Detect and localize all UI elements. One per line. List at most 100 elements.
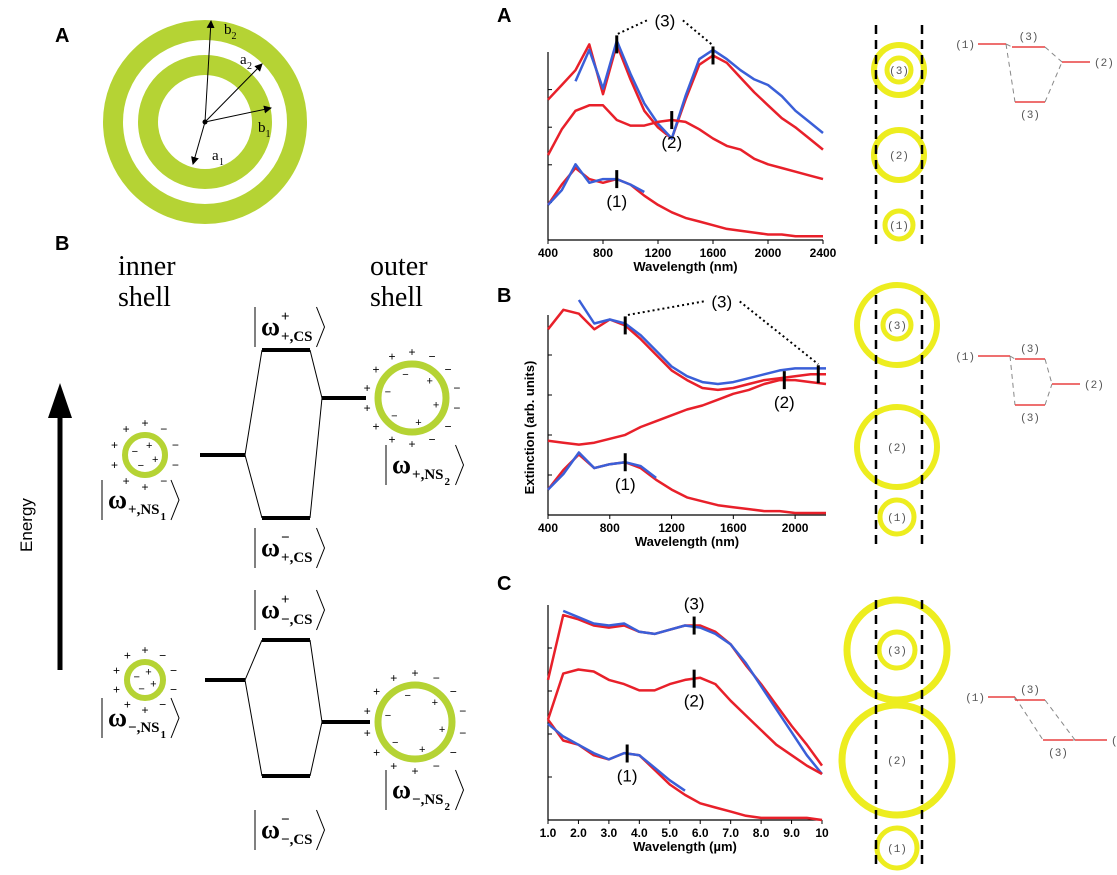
x-axis-label: Wavelength (nm): [635, 534, 739, 549]
x-tick-label: 2.0: [570, 826, 587, 840]
ket-symbol: ω: [261, 815, 280, 844]
vector-label: a: [212, 148, 219, 164]
ket-subscript: +,NS: [412, 467, 443, 483]
charge: +: [152, 454, 158, 466]
charge: +: [364, 381, 371, 395]
level-label: (2): [1111, 736, 1117, 748]
x-tick-label: 5.0: [661, 826, 678, 840]
panel-label: C: [497, 573, 511, 595]
charge: +: [373, 746, 380, 760]
level-label: (3): [1020, 685, 1040, 697]
peak-leader: [617, 20, 647, 34]
charge: −: [428, 432, 435, 446]
ket-subsubscript: 2: [445, 476, 451, 488]
ring-label: (2): [889, 151, 909, 163]
ket: ω− +,CS: [255, 528, 325, 568]
x-axis-label: Wavelength (µm): [633, 839, 737, 854]
charge: +: [426, 375, 432, 387]
charge: +: [123, 422, 130, 436]
charge: −: [160, 422, 167, 436]
charge: +: [389, 350, 396, 364]
x-axis-label: Wavelength (nm): [633, 259, 737, 274]
ket-subscript: +,CS: [281, 550, 312, 566]
x-tick-label: 400: [538, 521, 558, 535]
spectrum-line: [548, 720, 822, 820]
ket-symbol: ω: [108, 703, 127, 732]
x-tick-label: 400: [538, 246, 558, 260]
charge: −: [428, 350, 435, 364]
y-axis-label: Extinction (arb. units): [522, 361, 537, 495]
charge: −: [133, 672, 139, 684]
level-connector: [1006, 44, 1015, 102]
vector-subscript: 1: [266, 129, 271, 140]
charge: −: [159, 649, 166, 663]
charge: +: [389, 432, 396, 446]
charge: +: [141, 703, 148, 717]
charge: −: [391, 411, 397, 423]
spectrum-line: [579, 300, 826, 384]
charge: −: [459, 704, 466, 718]
ket-symbol: ω: [392, 775, 411, 804]
charge: −: [132, 446, 138, 458]
charge: +: [364, 401, 371, 415]
x-tick-label: 8.0: [753, 826, 770, 840]
level-label: (3): [1019, 32, 1039, 44]
ring-label: (1): [889, 221, 909, 233]
ket-subscript: −,NS: [412, 792, 443, 808]
ket-superscript: −: [281, 812, 290, 828]
connector: [245, 350, 262, 518]
figure: A B Energy inner shell outer shell a1b1a…: [0, 0, 1117, 875]
charge: +: [150, 678, 156, 690]
charge: +: [124, 649, 131, 663]
x-tick-label: 4.0: [631, 826, 648, 840]
charge: −: [450, 746, 457, 760]
level-connector: [1045, 359, 1052, 384]
spectrum-line: [576, 41, 824, 139]
charge: −: [433, 671, 440, 685]
x-tick-label: 1200: [645, 246, 672, 260]
charge: +: [113, 682, 120, 696]
inner-shell-label: inner: [118, 251, 176, 282]
x-tick-label: 9.0: [783, 826, 800, 840]
charge: +: [364, 704, 371, 718]
energy-label: Energy: [17, 498, 36, 552]
ket-symbol: ω: [261, 595, 280, 624]
ring-label: (1): [887, 844, 907, 856]
ket: ω++,CS: [255, 307, 325, 347]
ket-bracket: [456, 445, 464, 485]
charge: −: [138, 460, 144, 472]
vector-subscript: 2: [232, 31, 237, 42]
ket-subscript: +,CS: [281, 329, 312, 345]
ket-bracket: [317, 590, 325, 630]
energy-arrowhead: [48, 383, 72, 418]
charge: −: [172, 438, 179, 452]
charge: +: [432, 697, 438, 709]
charge: +: [145, 667, 151, 679]
spectrum-line: [548, 615, 822, 766]
level-label: (3): [1020, 110, 1040, 122]
level-label: (2): [1094, 58, 1114, 70]
charge: −: [385, 710, 391, 722]
ring-label: (3): [889, 66, 909, 78]
charge: −: [444, 362, 451, 376]
charge: −: [170, 682, 177, 696]
outer-shell-label: shell: [370, 282, 423, 313]
ket: ω−,NS2: [386, 770, 464, 813]
charge: −: [433, 759, 440, 773]
charge: +: [373, 420, 380, 434]
level-connector: [1015, 697, 1043, 740]
charge: −: [385, 387, 391, 399]
peak-label: (1): [615, 475, 636, 494]
charge: −: [170, 664, 177, 678]
ket-bracket: [317, 810, 325, 850]
ket-symbol: ω: [261, 533, 280, 562]
x-tick-label: 1.0: [540, 826, 557, 840]
ket-subscript: −,CS: [281, 832, 312, 848]
vector-subscript: 2: [247, 61, 252, 72]
level-label: (3): [1020, 344, 1040, 356]
peak-leader: [740, 301, 819, 364]
charge: +: [141, 480, 148, 494]
ket-superscript: −: [281, 530, 290, 546]
ket: ω+−,CS: [255, 590, 325, 630]
charge: +: [111, 438, 118, 452]
